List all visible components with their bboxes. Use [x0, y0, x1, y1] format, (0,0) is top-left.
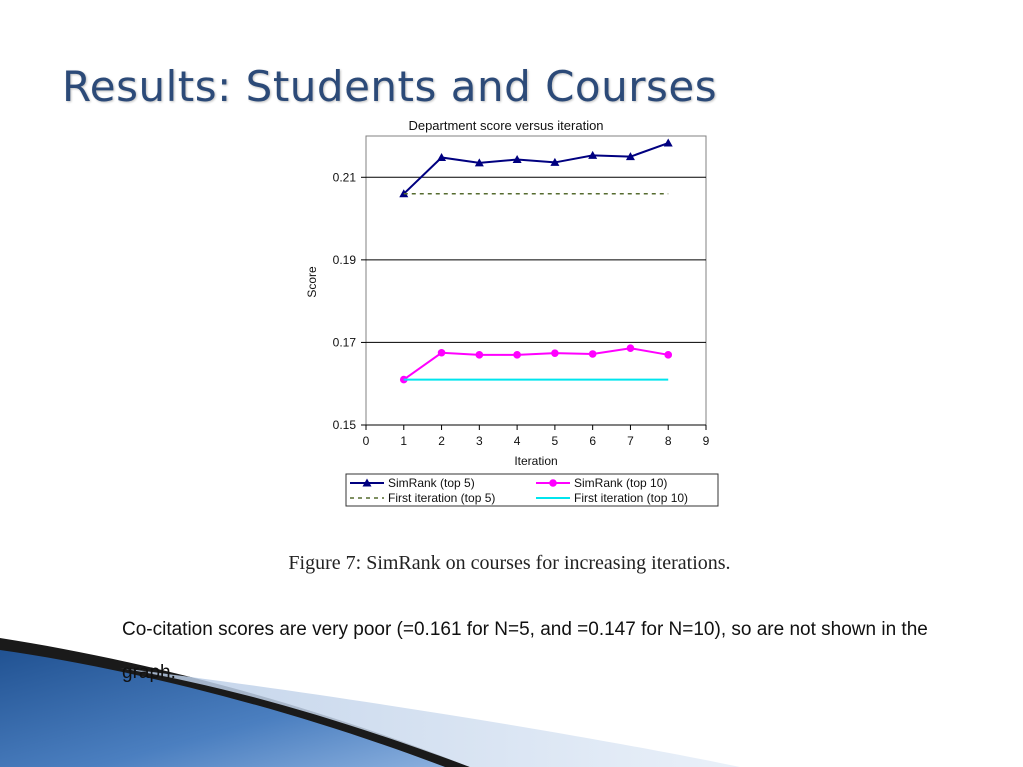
legend-label: SimRank (top 5) — [388, 476, 475, 490]
data-point — [664, 351, 673, 359]
data-point — [399, 375, 408, 384]
x-tick-label: 3 — [476, 434, 483, 448]
legend-marker — [362, 478, 372, 487]
grid-lines — [366, 176, 706, 343]
chart-title: Department score versus iteration — [408, 118, 603, 133]
legend-label: First iteration (top 10) — [574, 491, 688, 505]
legend-label: SimRank (top 10) — [574, 476, 667, 490]
chart-series — [399, 138, 673, 384]
y-tick-label: 0.15 — [333, 418, 357, 432]
y-axis-ticks: 0.15 0.17 0.19 0.21 — [333, 170, 366, 432]
legend-box — [345, 473, 719, 507]
x-tick-label: 8 — [665, 434, 672, 448]
series-simrank-top-5 — [399, 138, 673, 198]
data-point — [663, 138, 673, 147]
chart-legend: SimRank (top 5) SimRank (top 10)First ite… — [345, 473, 719, 507]
legend-entry: First iteration (top 10) — [536, 491, 688, 505]
figure-caption: Figure 7: SimRank on courses for increas… — [288, 552, 731, 574]
data-point — [588, 150, 598, 159]
x-axis-ticks: 0 1 2 3 4 5 6 7 8 9 — [363, 424, 710, 448]
x-tick-label: 2 — [438, 434, 445, 448]
data-point — [588, 350, 597, 358]
data-point — [513, 351, 521, 359]
series-line — [403, 347, 669, 381]
plot-area — [365, 135, 707, 426]
x-tick-label: 6 — [589, 434, 596, 448]
legend-label: First iteration (top 5) — [388, 491, 495, 505]
line-chart: Department score versus iteration 0.150.… — [305, 118, 719, 507]
data-point — [551, 349, 559, 357]
figure-caption-container: Figure 7: SimRank on courses for increas… — [0, 552, 1023, 575]
legend-entry: SimRank (top 10) — [536, 476, 667, 490]
legend-marker — [549, 479, 557, 487]
data-point — [626, 344, 635, 353]
x-tick-label: 1 — [400, 434, 407, 448]
x-tick-label: 7 — [627, 434, 634, 448]
y-tick-label: 0.19 — [333, 253, 357, 267]
x-tick-label: 4 — [514, 434, 521, 448]
y-tick-label: 0.17 — [333, 335, 357, 349]
data-point — [437, 348, 446, 357]
series-simrank-top-10 — [399, 344, 673, 384]
x-axis-label: Iteration — [514, 454, 557, 468]
y-tick-label: 0.21 — [333, 170, 357, 184]
legend-entry: First iteration (top 5) — [350, 491, 495, 505]
series-line — [403, 142, 669, 195]
data-point — [625, 152, 635, 161]
data-point — [474, 158, 484, 167]
swoosh-blue-shape — [0, 640, 470, 767]
swoosh-black-stripe — [0, 638, 470, 767]
data-point — [399, 189, 409, 198]
legend-entry: SimRank (top 5) — [350, 476, 475, 490]
x-tick-label: 0 — [363, 434, 370, 448]
x-tick-label: 9 — [703, 434, 710, 448]
data-point — [475, 351, 484, 359]
slide-title: Results: Students and Courses — [62, 62, 718, 111]
x-tick-label: 5 — [552, 434, 559, 448]
y-axis-label: Score — [305, 266, 319, 298]
data-point — [512, 155, 522, 164]
data-point — [550, 157, 560, 166]
data-point — [437, 152, 447, 161]
body-text: Co-citation scores are very poor (=0.161… — [122, 619, 928, 683]
swoosh-pale-shape — [120, 668, 740, 767]
